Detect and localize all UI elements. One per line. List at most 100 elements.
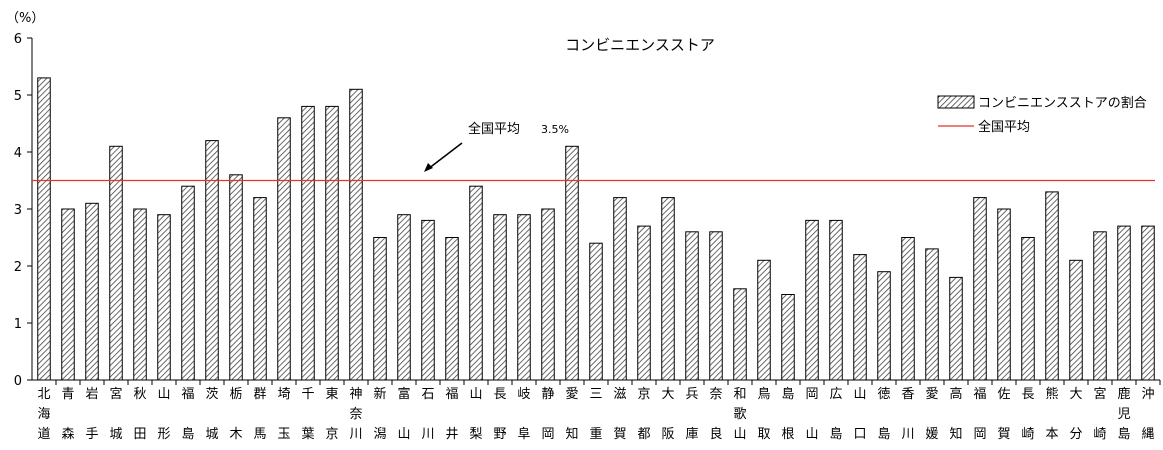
- annotation-arrow-shaft: [428, 143, 462, 169]
- y-tick-label: 4: [14, 146, 22, 161]
- bar: [758, 260, 771, 380]
- bar: [614, 198, 627, 380]
- x-category-label: 愛媛: [925, 387, 938, 442]
- bar: [86, 203, 99, 380]
- x-category-label: 静岡: [541, 387, 554, 442]
- bar: [494, 215, 507, 380]
- x-category-label: 岐阜: [517, 387, 530, 442]
- x-category-label: 福井: [445, 387, 458, 442]
- x-category-label: 福岡: [973, 387, 986, 442]
- x-category-label: 富山: [397, 386, 410, 442]
- bar: [518, 215, 531, 380]
- x-category-label: 千葉: [301, 387, 314, 442]
- legend: コンビニエンスストアの割合 全国平均: [938, 95, 1147, 135]
- bar: [638, 226, 651, 380]
- bar: [1142, 226, 1155, 380]
- bar: [446, 238, 459, 381]
- x-category-label: 鳥取: [757, 387, 770, 442]
- x-category-label: 香川: [901, 387, 914, 442]
- bar: [710, 232, 723, 380]
- bar: [1094, 232, 1107, 380]
- bar: [206, 141, 219, 380]
- bar: [158, 215, 171, 380]
- legend-bar-label: コンビニエンスストアの割合: [978, 95, 1147, 111]
- bar: [230, 175, 243, 380]
- average-annotation: 全国平均 3.5%: [424, 121, 569, 172]
- x-category-label: 山梨: [469, 387, 482, 442]
- bar: [302, 106, 315, 380]
- y-tick-label: 1: [14, 317, 22, 332]
- x-category-label: 三重: [589, 387, 602, 442]
- bar: [926, 249, 939, 380]
- chart-title: コンビニエンスストア: [565, 36, 715, 54]
- x-category-label: 山形: [157, 387, 170, 442]
- x-category-label: 滋賀: [613, 387, 626, 442]
- bar: [734, 289, 747, 380]
- x-category-label: 福島: [181, 387, 194, 442]
- annotation-value: 3.5%: [541, 123, 569, 136]
- x-category-label: 東京: [325, 386, 338, 442]
- x-category-label: 長野: [493, 387, 506, 442]
- bar: [782, 295, 795, 381]
- x-category-label: 北海道: [37, 387, 50, 442]
- x-category-label: 高知: [949, 386, 962, 442]
- bar: [470, 186, 483, 380]
- bar: [998, 209, 1011, 380]
- bar: [1070, 260, 1083, 380]
- x-category-label: 島根: [781, 387, 794, 442]
- bar: [566, 146, 579, 380]
- x-category-label: 鹿児島: [1117, 386, 1130, 442]
- bar: [854, 255, 867, 380]
- x-category-label: 大阪: [661, 387, 674, 442]
- x-category-label: 山口: [853, 387, 866, 442]
- bar: [590, 243, 603, 380]
- bar: [422, 220, 435, 380]
- bar: [1046, 192, 1059, 380]
- x-category-label: 青森: [61, 387, 74, 442]
- x-category-label: 神奈川: [349, 387, 362, 442]
- bar: [1118, 226, 1131, 380]
- x-category-label: 茨城: [205, 387, 218, 442]
- bar: [326, 106, 339, 380]
- bar: [254, 198, 267, 380]
- x-category-label: 栃木: [229, 387, 242, 442]
- x-category-label: 熊本: [1045, 386, 1058, 442]
- bar: [662, 198, 675, 380]
- y-tick-label: 5: [14, 89, 22, 104]
- x-category-label: 岡山: [805, 387, 818, 442]
- bar: [974, 198, 987, 380]
- y-tick-label: 2: [14, 260, 22, 275]
- x-category-label: 埼玉: [277, 387, 290, 442]
- bar: [950, 277, 963, 380]
- y-tick-label: 6: [14, 32, 22, 47]
- bar: [902, 238, 915, 381]
- x-category-label: 大分: [1069, 387, 1082, 442]
- bar: [542, 209, 555, 380]
- bar: [278, 118, 291, 380]
- bar: [134, 209, 147, 380]
- x-category-label: 佐賀: [997, 387, 1010, 442]
- legend-line-label: 全国平均: [978, 119, 1030, 135]
- x-category-label: 兵庫: [685, 387, 698, 442]
- bar: [182, 186, 195, 380]
- x-category-label: 秋田: [133, 387, 146, 442]
- x-category-label: 広島: [829, 387, 842, 442]
- bar: [38, 78, 51, 380]
- x-category-label: 宮城: [109, 386, 122, 442]
- x-category-label: 宮崎: [1093, 386, 1106, 442]
- x-category-label: 新潟: [373, 386, 386, 442]
- x-category-label: 長崎: [1021, 387, 1034, 442]
- x-category-label: 奈良: [709, 387, 722, 442]
- bar: [374, 238, 387, 381]
- bar: [350, 89, 363, 380]
- y-tick-label: 3: [14, 203, 22, 218]
- x-category-label: 和歌山: [733, 387, 746, 442]
- bar: [878, 272, 891, 380]
- bar: [806, 220, 819, 380]
- legend-bar-swatch: [938, 96, 974, 108]
- y-tick-label: 0: [14, 374, 22, 389]
- x-category-label: 石川: [421, 387, 434, 442]
- annotation-arrow-head: [424, 163, 433, 172]
- x-category-label: 愛知: [565, 387, 578, 442]
